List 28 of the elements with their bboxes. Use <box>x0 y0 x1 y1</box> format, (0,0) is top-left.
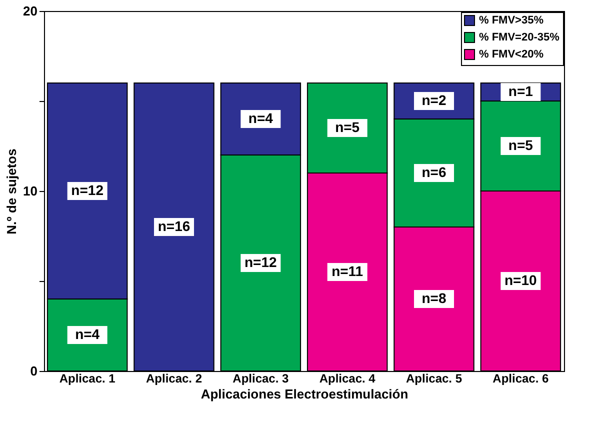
data-label: n=10 <box>504 272 538 288</box>
y-tick-label: 0 <box>30 364 38 378</box>
x-tick-label: Aplicac. 4 <box>319 372 376 386</box>
legend-label: % FMV<20% <box>479 48 544 60</box>
data-label: n=6 <box>422 164 446 180</box>
x-tick-label: Aplicac. 5 <box>406 372 462 386</box>
data-label: n=5 <box>335 119 360 135</box>
bar <box>134 82 214 372</box>
x-tick-label: Aplicac. 6 <box>492 372 550 386</box>
data-label: n=1 <box>508 83 534 99</box>
data-label: n=5 <box>508 137 534 153</box>
x-tick-label: Aplicac. 3 <box>232 372 290 386</box>
data-label: n=12 <box>244 254 278 270</box>
data-label: n=4 <box>75 326 100 342</box>
data-label: n=2 <box>422 92 446 108</box>
x-tick-label: Aplicac. 1 <box>59 372 116 386</box>
data-label: n=4 <box>248 110 274 126</box>
data-label: n=8 <box>422 290 446 306</box>
data-label: n=12 <box>71 182 104 198</box>
y-axis-title: N.º de sujetos <box>4 148 20 234</box>
data-label: n=16 <box>158 218 190 234</box>
x-axis-title: Aplicaciones Electroestimulación <box>200 386 408 402</box>
x-tick-label: Aplicac. 2 <box>146 372 202 386</box>
legend-label: % FMV=20-35% <box>479 32 560 44</box>
y-tick-label: 20 <box>23 4 38 18</box>
data-label: n=11 <box>332 263 364 279</box>
legend-label: % FMV>35% <box>479 14 544 26</box>
y-tick-label: 10 <box>23 184 38 198</box>
